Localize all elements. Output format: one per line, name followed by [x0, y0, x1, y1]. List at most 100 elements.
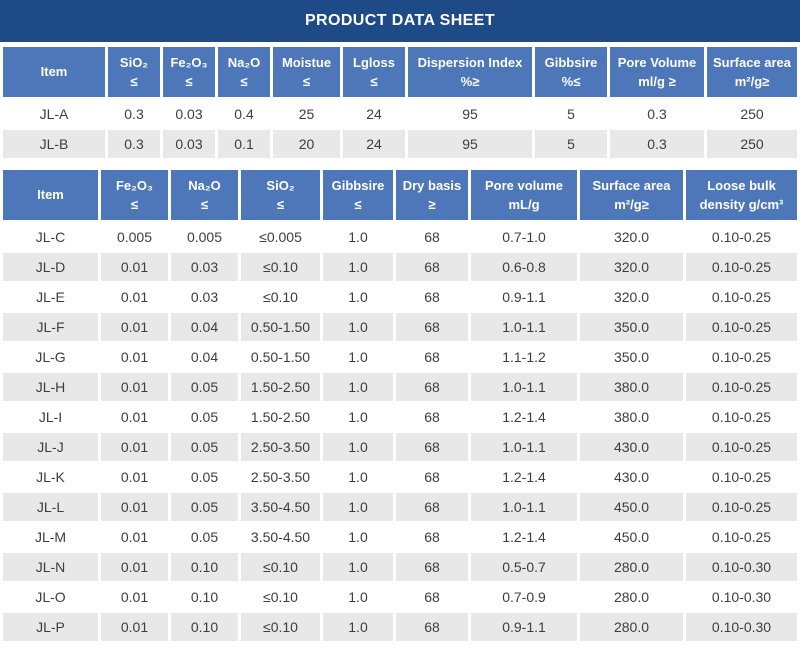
value-cell: 1.50-2.50 [238, 403, 320, 433]
value-cell: 430.0 [577, 433, 683, 463]
value-cell: 68 [393, 463, 468, 493]
value-cell: 1.2-1.4 [468, 463, 577, 493]
header-row: Item Fe₂O₃ ≤ Na₂O ≤ SiO₂ ≤ Gibbsire ≤ Dry bas… [0, 170, 800, 223]
column-header: Item [0, 170, 98, 223]
value-cell: 0.05 [168, 373, 238, 403]
item-cell: JL-K [0, 463, 98, 493]
value-cell: 24 [340, 130, 405, 160]
value-cell: 350.0 [577, 343, 683, 373]
value-cell: 1.2-1.4 [468, 523, 577, 553]
value-cell: 0.3 [607, 100, 704, 130]
value-cell: 320.0 [577, 223, 683, 253]
value-cell: 0.50-1.50 [238, 313, 320, 343]
value-cell: 1.1-1.2 [468, 343, 577, 373]
spec-table-primary-body: JL-A 0.3 0.03 0.4 25 24 95 5 0.3 250 JL-B 0.3 0.03 0.… [0, 100, 800, 160]
column-header: Gibbsire %≤ [532, 47, 607, 100]
value-cell: 1.0 [320, 553, 393, 583]
value-cell: 450.0 [577, 523, 683, 553]
value-cell: ≤0.10 [238, 253, 320, 283]
item-cell: JL-M [0, 523, 98, 553]
page-title: PRODUCT DATA SHEET [304, 12, 495, 29]
value-cell: 0.10-0.25 [683, 343, 800, 373]
value-cell: 430.0 [577, 463, 683, 493]
value-cell: 0.005 [168, 223, 238, 253]
value-cell: 0.01 [98, 283, 168, 313]
value-cell: 1.2-1.4 [468, 403, 577, 433]
value-cell: 350.0 [577, 313, 683, 343]
value-cell: 0.04 [168, 313, 238, 343]
table-row: JL-C 0.005 0.005 ≤0.005 1.0 68 0.7-1.0 320.0 0.1… [0, 223, 800, 253]
table-row: JL-A 0.3 0.03 0.4 25 24 95 5 0.3 250 [0, 100, 800, 130]
value-cell: 0.10 [168, 613, 238, 643]
item-cell: JL-D [0, 253, 98, 283]
table-row: JL-E 0.01 0.03 ≤0.10 1.0 68 0.9-1.1 320.0 0.10-0… [0, 283, 800, 313]
value-cell: 24 [340, 100, 405, 130]
value-cell: 0.01 [98, 493, 168, 523]
value-cell: 1.0-1.1 [468, 493, 577, 523]
spec-table-secondary-header: Item Fe₂O₃ ≤ Na₂O ≤ SiO₂ ≤ Gibbsire ≤ Dry bas… [0, 170, 800, 223]
value-cell: 0.05 [168, 523, 238, 553]
value-cell: 0.3 [105, 130, 160, 160]
value-cell: 0.10 [168, 583, 238, 613]
value-cell: ≤0.10 [238, 553, 320, 583]
table-row: JL-M 0.01 0.05 3.50-4.50 1.0 68 1.2-1.4 450.0 0.… [0, 523, 800, 553]
value-cell: 1.0 [320, 313, 393, 343]
value-cell: 1.0 [320, 463, 393, 493]
value-cell: 1.0 [320, 373, 393, 403]
value-cell: 0.10-0.30 [683, 583, 800, 613]
value-cell: 68 [393, 373, 468, 403]
table-row: JL-O 0.01 0.10 ≤0.10 1.0 68 0.7-0.9 280.0 0.10-0… [0, 583, 800, 613]
column-header: Fe₂O₃ ≤ [160, 47, 215, 100]
value-cell: 0.01 [98, 313, 168, 343]
column-header: Dispersion Index %≥ [405, 47, 532, 100]
spec-table-secondary: Item Fe₂O₃ ≤ Na₂O ≤ SiO₂ ≤ Gibbsire ≤ Dry bas… [0, 170, 800, 643]
value-cell: 0.9-1.1 [468, 283, 577, 313]
value-cell: 0.10-0.25 [683, 493, 800, 523]
value-cell: 68 [393, 553, 468, 583]
value-cell: 380.0 [577, 373, 683, 403]
value-cell: 68 [393, 523, 468, 553]
value-cell: 280.0 [577, 613, 683, 643]
value-cell: 3.50-4.50 [238, 523, 320, 553]
value-cell: 68 [393, 283, 468, 313]
value-cell: 25 [270, 100, 340, 130]
value-cell: 0.10-0.25 [683, 403, 800, 433]
table-row: JL-B 0.3 0.03 0.1 20 24 95 5 0.3 250 [0, 130, 800, 160]
table-row: JL-P 0.01 0.10 ≤0.10 1.0 68 0.9-1.1 280.0 0.10-0… [0, 613, 800, 643]
column-header: Loose bulk density g/cm³ [683, 170, 800, 223]
column-header: Na₂O ≤ [168, 170, 238, 223]
value-cell: 0.005 [98, 223, 168, 253]
value-cell: 1.0 [320, 493, 393, 523]
column-header: Moistue ≤ [270, 47, 340, 100]
value-cell: 280.0 [577, 553, 683, 583]
item-cell: JL-E [0, 283, 98, 313]
value-cell: 68 [393, 343, 468, 373]
table-row: JL-N 0.01 0.10 ≤0.10 1.0 68 0.5-0.7 280.0 0.10-0… [0, 553, 800, 583]
item-cell: JL-G [0, 343, 98, 373]
column-header: SiO₂ ≤ [105, 47, 160, 100]
spec-table-primary: Item SiO₂ ≤ Fe₂O₃ ≤ Na₂O ≤ Moistue ≤ Lgloss ≤… [0, 47, 800, 160]
value-cell: 1.0 [320, 253, 393, 283]
value-cell: 0.10-0.25 [683, 223, 800, 253]
value-cell: 1.0 [320, 223, 393, 253]
value-cell: 0.01 [98, 403, 168, 433]
spec-table-primary-header: Item SiO₂ ≤ Fe₂O₃ ≤ Na₂O ≤ Moistue ≤ Lgloss ≤… [0, 47, 800, 100]
item-cell: JL-B [0, 130, 105, 160]
value-cell: 95 [405, 130, 532, 160]
value-cell: 1.0-1.1 [468, 373, 577, 403]
column-header: Pore Volume ml/g ≥ [607, 47, 704, 100]
value-cell: 68 [393, 583, 468, 613]
value-cell: 68 [393, 433, 468, 463]
table-row: JL-J 0.01 0.05 2.50-3.50 1.0 68 1.0-1.1 430.0 0.… [0, 433, 800, 463]
column-header: Lgloss ≤ [340, 47, 405, 100]
value-cell: 0.04 [168, 343, 238, 373]
value-cell: 1.0 [320, 433, 393, 463]
value-cell: 0.03 [168, 253, 238, 283]
value-cell: 5 [532, 130, 607, 160]
value-cell: 0.01 [98, 613, 168, 643]
table-row: JL-K 0.01 0.05 2.50-3.50 1.0 68 1.2-1.4 430.0 0.… [0, 463, 800, 493]
value-cell: 0.10-0.25 [683, 283, 800, 313]
value-cell: 0.03 [160, 130, 215, 160]
item-cell: JL-C [0, 223, 98, 253]
value-cell: 320.0 [577, 253, 683, 283]
